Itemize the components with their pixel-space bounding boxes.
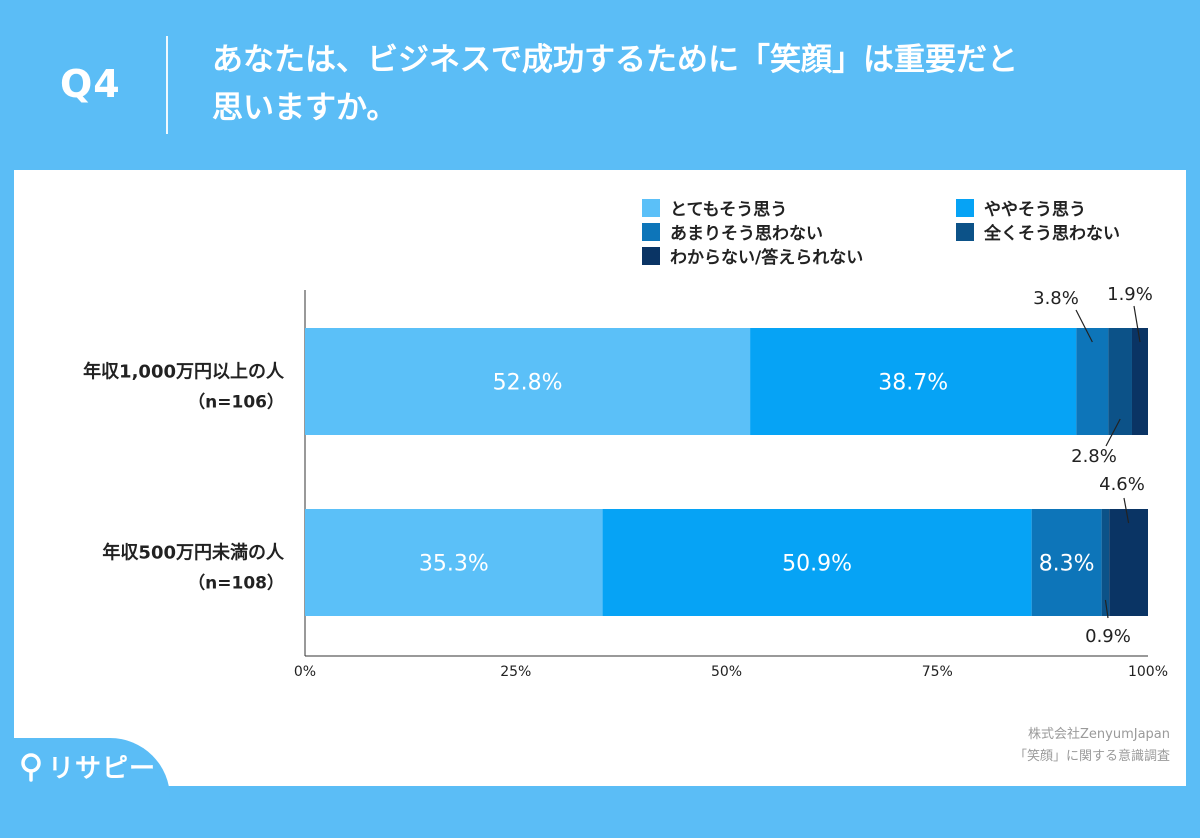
data-label: 38.7% — [878, 371, 948, 396]
data-label: 50.9% — [782, 552, 852, 577]
header-divider — [166, 36, 168, 134]
bar-segment — [1108, 328, 1132, 435]
leader-line — [1133, 305, 1141, 343]
magnifier-icon — [21, 752, 41, 782]
leader-line — [1105, 418, 1121, 447]
brand-logo: リサピー — [18, 748, 156, 785]
legend-label: とてもそう思う — [670, 200, 787, 220]
leader-line — [1123, 497, 1130, 524]
bar-segment — [1109, 509, 1148, 616]
legend-label: 全くそう思わない — [983, 223, 1120, 244]
data-label: 0.9% — [1085, 626, 1131, 647]
bar-segment — [305, 328, 751, 435]
x-tick-label: 0% — [294, 664, 316, 680]
category-label: 年収1,000万円以上の人 — [83, 361, 285, 383]
legend-label: わからない/答えられない — [670, 247, 863, 268]
bar-segment — [1076, 328, 1109, 435]
data-label: 1.9% — [1107, 284, 1153, 305]
header: Q4 あなたは、ビジネスで成功するために「笑顔」は重要だと 思いますか。 — [0, 0, 1200, 170]
bar-segment — [750, 328, 1077, 435]
category-sample-size: （n=106） — [188, 392, 284, 413]
source-survey: 「笑顔」に関する意識調査 — [1013, 749, 1170, 764]
question-title: あなたは、ビジネスで成功するために「笑顔」は重要だと 思いますか。 — [212, 36, 1172, 132]
x-tick-label: 100% — [1128, 664, 1168, 680]
data-label: 3.8% — [1033, 288, 1079, 309]
question-title-line1: あなたは、ビジネスで成功するために「笑顔」は重要だと — [212, 42, 1018, 78]
legend-swatch — [642, 223, 660, 241]
x-tick-label: 75% — [922, 664, 953, 680]
category-label: 年収500万円未満の人 — [102, 542, 285, 564]
bar-segment — [1101, 509, 1110, 616]
question-number: Q4 — [60, 62, 121, 106]
leader-line — [1104, 599, 1109, 619]
bar-segment — [1031, 509, 1102, 616]
source-note: 株式会社ZenyumJapan 「笑顔」に関する意識調査 — [1014, 724, 1170, 768]
bar-segment — [1131, 328, 1148, 435]
legend-label: ややそう思う — [984, 200, 1086, 220]
data-label: 52.8% — [493, 371, 563, 396]
data-label: 35.3% — [419, 552, 489, 577]
legend-label: あまりそう思わない — [670, 224, 823, 244]
x-tick-label: 50% — [711, 664, 742, 680]
question-title-line2: 思いますか。 — [212, 90, 398, 126]
brand-name: リサピー — [48, 754, 157, 784]
legend-swatch — [956, 223, 974, 241]
data-label: 4.6% — [1099, 474, 1145, 495]
bar-segment — [305, 509, 603, 616]
legend-swatch — [642, 199, 660, 217]
x-tick-label: 25% — [500, 664, 531, 680]
category-sample-size: （n=108） — [188, 573, 284, 594]
source-company: 株式会社ZenyumJapan — [1028, 727, 1170, 742]
data-label: 2.8% — [1071, 446, 1117, 467]
bar-segment — [602, 509, 1032, 616]
legend-swatch — [642, 247, 660, 265]
chart-panel — [14, 170, 1186, 786]
leader-line — [1075, 309, 1093, 343]
data-label: 8.3% — [1039, 552, 1095, 577]
legend-swatch — [956, 199, 974, 217]
